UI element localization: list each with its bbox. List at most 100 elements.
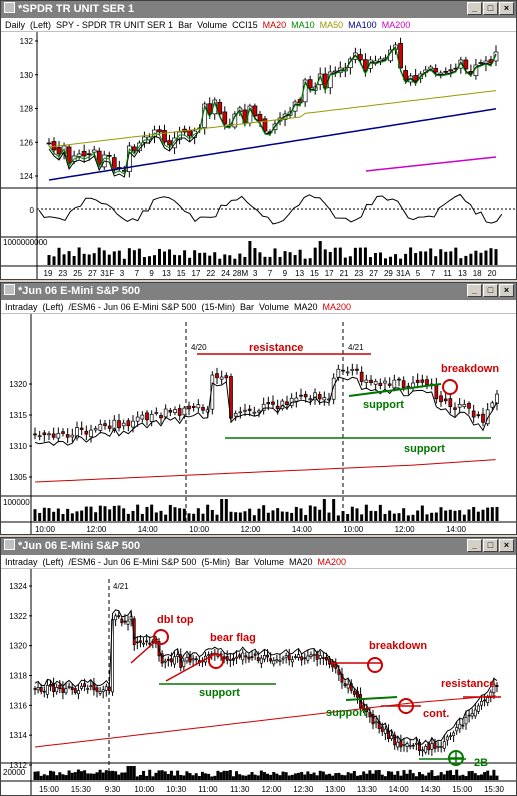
candle	[89, 685, 93, 688]
volume-bar	[145, 506, 149, 521]
chart-window-icon[interactable]	[4, 2, 15, 13]
candle	[458, 59, 464, 69]
candle	[315, 653, 319, 660]
maximize-button[interactable]: □	[483, 539, 498, 552]
chart-window-spy-daily[interactable]: *SPDR TR UNIT SER 1 _ □ × Daily (Left) SPY…	[0, 0, 517, 280]
minimize-button[interactable]: _	[467, 539, 482, 552]
candle	[439, 746, 443, 748]
candle	[256, 657, 260, 661]
volume-bar	[427, 772, 431, 780]
volume-bar	[318, 770, 322, 780]
candle	[201, 407, 205, 411]
volume-bar	[206, 504, 210, 521]
candle	[182, 407, 187, 416]
volume-bar	[486, 770, 490, 780]
candle	[247, 656, 251, 660]
window-titlebar[interactable]: *Jun 06 E-Mini S&P 500 _ □ ×	[1, 283, 516, 300]
maximize-button[interactable]: □	[483, 284, 498, 297]
volume-bar	[154, 512, 158, 521]
candle	[224, 375, 229, 379]
chart-info-bar: Intraday (Left) /ESM6 - Jun 06 E-Mini S&P …	[1, 300, 516, 314]
maximize-button[interactable]: □	[483, 2, 498, 15]
chart-window-icon[interactable]	[4, 539, 15, 550]
volume-bar	[89, 773, 93, 780]
volume-bar	[483, 772, 487, 780]
volume-bar	[140, 513, 144, 521]
volume-bar	[363, 247, 367, 265]
volume-bar	[103, 506, 107, 521]
x-tick-label: 7	[135, 269, 140, 278]
volume-bar	[462, 514, 466, 521]
volume-bar	[57, 247, 61, 265]
candle	[222, 111, 228, 125]
candle	[196, 404, 201, 409]
price-chart[interactable]: 1320 1315 1310 1305 resistance 4/20 4/21 su…	[1, 314, 516, 534]
volume-bar	[386, 771, 390, 780]
volume-bar	[371, 773, 375, 780]
candle	[303, 657, 307, 660]
volume-bar	[67, 251, 71, 265]
candle	[252, 411, 257, 414]
close-button[interactable]: ×	[499, 284, 514, 297]
volume-bar	[278, 775, 282, 780]
candle	[135, 416, 140, 422]
volume-bar	[210, 509, 214, 521]
candle	[84, 430, 89, 435]
volume-bar	[269, 774, 273, 780]
candle	[157, 129, 162, 133]
volume-bar	[64, 775, 68, 780]
volume-bar	[364, 504, 368, 521]
volume-bar	[89, 506, 93, 521]
volume-bar	[352, 771, 356, 780]
volume-bar	[464, 776, 468, 780]
candle	[52, 683, 56, 693]
volume-bar	[299, 508, 303, 521]
candle	[228, 659, 232, 661]
volume-bar	[290, 774, 294, 780]
minimize-button[interactable]: _	[467, 2, 482, 15]
candle	[89, 429, 93, 438]
window-titlebar[interactable]: *Jun 06 E-Mini S&P 500 _ □ ×	[1, 538, 516, 555]
volume-bar	[70, 772, 74, 780]
x-tick-label: 17	[325, 269, 334, 278]
ma200-line	[34, 459, 496, 483]
candle	[387, 730, 390, 739]
chart-window-icon[interactable]	[4, 284, 15, 295]
volume-bar	[263, 256, 267, 265]
volume-bar	[166, 773, 170, 780]
candle	[238, 411, 243, 414]
chart-window-es-5min[interactable]: *Jun 06 E-Mini S&P 500 _ □ × Intraday (Le…	[0, 537, 517, 796]
volume-bar	[114, 771, 118, 780]
candle	[327, 398, 331, 401]
candle	[107, 425, 112, 429]
candle	[138, 640, 142, 643]
candle	[374, 721, 378, 724]
price-chart[interactable]: 1324 1322 1320 1318 1316 1314 1312 4/21 dbl to…	[1, 569, 516, 795]
volume-bar	[142, 770, 146, 780]
close-button[interactable]: ×	[499, 2, 514, 15]
ma50-label: MA50	[319, 20, 344, 30]
volume-bar	[294, 506, 298, 521]
candle	[371, 714, 375, 725]
volume-bar	[392, 513, 396, 521]
chart-window-es-15min[interactable]: *Jun 06 E-Mini S&P 500 _ □ × Intraday (Le…	[0, 282, 517, 535]
volume-bar	[324, 774, 328, 780]
volume-bar	[436, 775, 440, 780]
volume-bar	[378, 252, 382, 265]
volume-bar	[331, 775, 335, 780]
volume-bar	[322, 499, 326, 521]
volume-bar	[248, 508, 252, 521]
y-tick-label: 132	[20, 37, 34, 46]
volume-bar	[216, 770, 220, 780]
x-tick-label: 9	[149, 269, 154, 278]
close-button[interactable]: ×	[499, 539, 514, 552]
volume-bar	[33, 771, 37, 780]
candle	[51, 433, 56, 438]
window-titlebar[interactable]: *SPDR TR UNIT SER 1 _ □ ×	[1, 1, 516, 18]
x-tick-label: 12:00	[395, 525, 416, 534]
date-label: 4/21	[348, 343, 364, 352]
volume-bar	[36, 771, 40, 780]
volume-bar	[243, 511, 247, 521]
minimize-button[interactable]: _	[467, 284, 482, 297]
